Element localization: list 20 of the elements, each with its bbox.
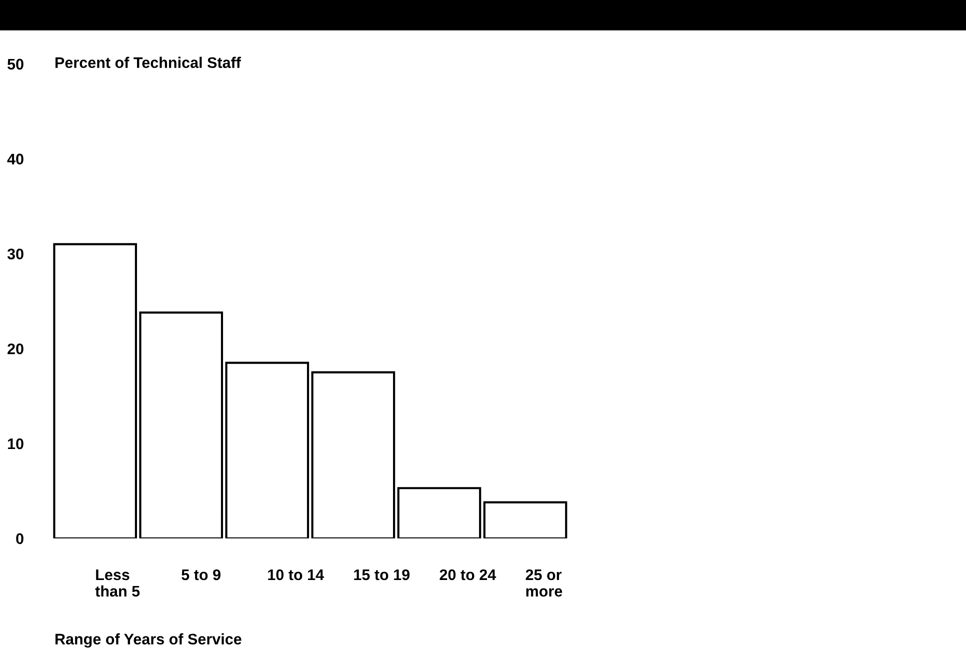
bar: [311, 371, 396, 538]
y-axis-title: Percent of Technical Staff: [56, 56, 242, 68]
x-tick-label: 15 to 19: [354, 569, 410, 580]
y-tick-label: 30: [7, 248, 24, 260]
y-tick-label: 10: [8, 438, 24, 450]
y-tick-label: 0: [16, 533, 24, 544]
bar: [483, 501, 568, 538]
x-tick-label: 20 to 24: [440, 569, 496, 580]
bar: [139, 312, 224, 538]
x-tick-label: 5 to 9: [182, 569, 220, 580]
x-tick-label: 25 or more: [526, 569, 562, 597]
x-tick-label: 10 to 14: [268, 569, 324, 580]
bar: [53, 243, 137, 538]
bar: [397, 487, 482, 538]
bar: [225, 362, 310, 538]
y-tick-label: 40: [7, 154, 24, 165]
y-tick-label: 20: [8, 343, 24, 354]
x-tick-label: Less than 5: [95, 570, 140, 597]
y-tick-label: 50: [8, 58, 24, 70]
x-axis-title: Range of Years of Service: [56, 633, 242, 648]
